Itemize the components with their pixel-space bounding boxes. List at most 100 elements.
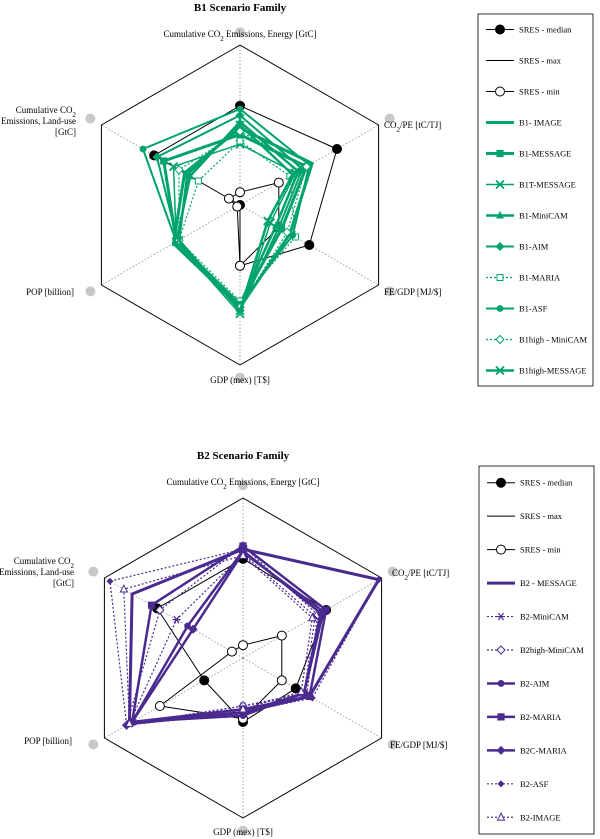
series-sres-max <box>100 44 380 366</box>
series-sres-max <box>103 497 383 819</box>
axis-label: Cumulative CO2 Emissions, Energy [GtC] <box>166 477 319 491</box>
legend-item: SRES - max <box>487 511 563 521</box>
legend-label: B2 - MESSAGE <box>520 578 577 588</box>
legend-label: B1-MARIA <box>519 273 561 283</box>
legend-label: SRES - max <box>520 511 563 521</box>
series-b2-asf <box>106 545 383 729</box>
data-point <box>305 692 314 700</box>
axis-spoke <box>101 124 241 206</box>
legend-marker <box>495 334 505 345</box>
legend-item: SRES - max <box>486 56 562 66</box>
data-point <box>273 177 284 188</box>
data-point <box>288 169 298 180</box>
legend-item: B1high-MESSAGE <box>486 366 587 376</box>
legend-marker <box>496 645 506 655</box>
legend-label: B2-MARIA <box>520 712 562 722</box>
chart-title: B1 Scenario Family <box>194 2 287 14</box>
series-line <box>100 44 380 366</box>
legend-marker <box>495 86 505 97</box>
data-point <box>119 584 129 593</box>
data-point <box>194 177 202 185</box>
data-point <box>307 612 317 622</box>
legend-item: B1-MiniCAM <box>486 211 568 221</box>
legend-marker <box>495 179 505 190</box>
data-point <box>160 157 168 165</box>
axis-label: FE/GDP [MJ/$] <box>384 287 441 297</box>
data-point <box>226 646 237 657</box>
data-point <box>155 605 165 615</box>
legend-label: B2-IMAGE <box>520 812 561 822</box>
data-point <box>188 624 198 634</box>
axis-label: CO2/PE [tC/TJ] <box>384 120 441 134</box>
data-point <box>184 622 191 630</box>
series-b1high-minicam <box>174 126 312 313</box>
legend-item: B1T-MESSAGE <box>486 180 576 190</box>
data-point <box>235 126 245 137</box>
legend-marker <box>497 713 505 721</box>
series-b1high-message <box>174 120 298 316</box>
data-point <box>235 110 245 120</box>
axis-label: GDP (mex) [T$] <box>213 827 273 837</box>
axis-label: GDP (mex) [T$] <box>210 375 270 385</box>
data-point <box>375 576 383 584</box>
legend-item: B1-MARIA <box>486 273 561 283</box>
series-line <box>103 497 383 819</box>
data-point <box>106 577 114 585</box>
legend-item: B1high - MiniCAM <box>486 335 587 345</box>
data-point <box>263 216 273 226</box>
data-point <box>172 615 181 624</box>
data-point <box>289 232 297 239</box>
legend-marker <box>495 242 505 251</box>
legend-label: B1-MESSAGE <box>519 149 571 159</box>
data-point <box>238 704 248 713</box>
legend-item: SRES - min <box>487 544 561 555</box>
data-point <box>182 169 192 180</box>
data-point <box>232 201 243 212</box>
legend-label: SRES - max <box>519 56 562 66</box>
axis-label: Cumulative CO2 Emissions, Energy [GtC] <box>163 29 316 43</box>
axis-end-marker <box>387 739 398 750</box>
series-b2-message <box>127 547 381 726</box>
data-point <box>223 193 234 204</box>
data-point <box>152 152 162 162</box>
series-b2-image <box>119 550 317 727</box>
legend-label: B1T-MESSAGE <box>519 180 576 190</box>
axis-label: [GtC] <box>53 578 74 588</box>
axis-end-marker <box>384 286 395 297</box>
legend-marker <box>496 149 504 158</box>
radar-chart-2: B2 Scenario Family Cumulative CO2 Emissio… <box>0 450 595 837</box>
axis-label: Emissions, Land-use <box>1 116 76 126</box>
data-point <box>276 675 287 686</box>
legend-marker <box>496 745 506 755</box>
legend-label: B1high-MESSAGE <box>519 366 587 376</box>
legend-marker <box>496 305 504 312</box>
legend-marker <box>496 544 506 555</box>
series-line <box>127 547 381 726</box>
data-point <box>235 187 245 198</box>
legend-marker <box>496 477 506 488</box>
series-line <box>109 548 380 726</box>
axis-end-marker <box>387 566 398 577</box>
legend-label: B2-ASF <box>520 779 549 789</box>
legend-item: SRES - median <box>487 477 573 488</box>
axis-label: POP [billion] <box>26 287 74 297</box>
legend-box <box>477 13 594 387</box>
legend-label: B1-AIM <box>519 242 549 252</box>
axis-spoke <box>242 577 382 659</box>
data-point <box>274 222 284 232</box>
legend-label: B2high-MiniCAM <box>520 645 584 655</box>
legend-label: B2-MiniCAM <box>520 612 569 622</box>
data-point <box>235 120 245 130</box>
axis-end-marker <box>88 739 99 750</box>
legend-item: B2-ASF <box>487 779 549 789</box>
legend-label: B1-ASF <box>519 304 548 314</box>
legend-label: B2C-MARIA <box>520 745 568 755</box>
data-point <box>127 717 137 727</box>
data-point <box>318 607 328 617</box>
chart-title: B2 Scenario Family <box>197 450 290 462</box>
legend-item: B2-MiniCAM <box>487 612 569 622</box>
data-point <box>125 718 134 727</box>
axis-end-marker <box>235 27 245 38</box>
data-point <box>174 165 184 175</box>
legend: SRES - median SRES - max SRES - min B1- IMA… <box>477 13 594 387</box>
